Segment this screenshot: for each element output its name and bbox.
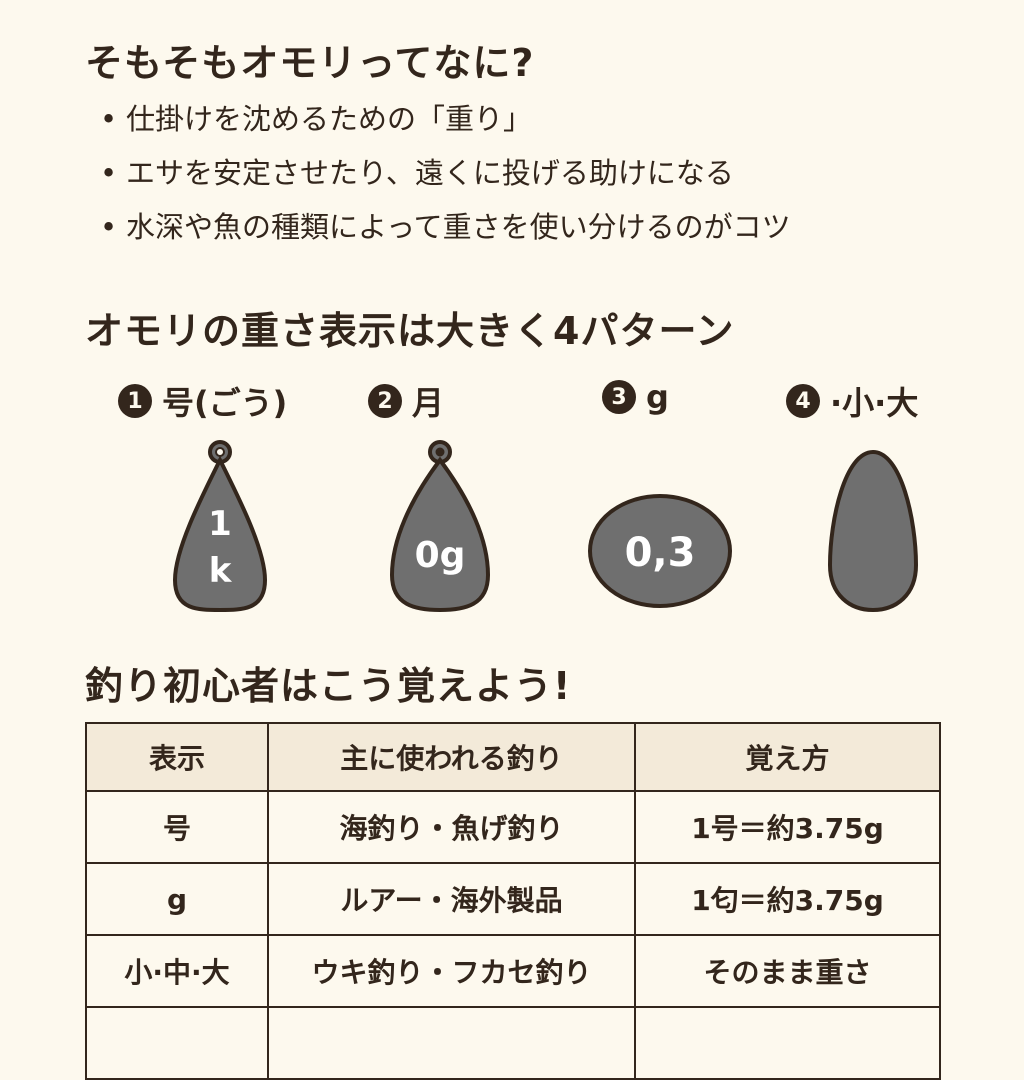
sinker-illustrations: 1 k 0g 0,3 bbox=[172, 440, 919, 613]
bullet-item: • 仕掛けを沈めるための「重り」 bbox=[100, 102, 533, 136]
sinker-2-text: 0g bbox=[415, 535, 466, 576]
table-cell: 1匂＝約3.75g bbox=[634, 862, 941, 936]
section2-title: オモリの重さ表示は大きく4パターン bbox=[85, 309, 735, 353]
table-row: 号 海釣り・魚げ釣り 1号＝約3.75g bbox=[85, 790, 941, 864]
sinker-1 bbox=[172, 440, 268, 613]
pattern-1-label: 1 号(ごう) bbox=[118, 378, 287, 424]
sinker-3 bbox=[588, 494, 732, 608]
sinker-3-text: 0,3 bbox=[625, 530, 696, 576]
section3-title: 釣り初心者はこう覚えよう! bbox=[85, 664, 572, 708]
header-cell: 覚え方 bbox=[634, 722, 941, 792]
table-cell: g bbox=[85, 862, 269, 936]
bullet-item: • エサを安定させたり、遠くに投げる助けになる bbox=[100, 156, 734, 190]
table-row: 小·中·大 ウキ釣り・フカセ釣り そのまま重さ bbox=[85, 934, 941, 1008]
table-cell: 小·中·大 bbox=[85, 934, 269, 1008]
sinker-1-text: 1 bbox=[208, 504, 232, 544]
table-cell bbox=[634, 1006, 941, 1080]
pattern-4-label: 4 ·小·大 bbox=[786, 378, 918, 424]
section1-title: そもそもオモリってなに? bbox=[85, 41, 535, 85]
table-cell: ウキ釣り・フカセ釣り bbox=[267, 934, 636, 1008]
table-cell: そのまま重さ bbox=[634, 934, 941, 1008]
table-row: g ルアー・海外製品 1匂＝約3.75g bbox=[85, 862, 941, 936]
table-cell bbox=[85, 1006, 269, 1080]
table-header-row: 表示 主に使われる釣り 覚え方 bbox=[85, 722, 941, 792]
header-cell: 主に使われる釣り bbox=[267, 722, 636, 792]
sinker-4 bbox=[827, 449, 919, 613]
table-cell: 号 bbox=[85, 790, 269, 864]
sinker-1-text: k bbox=[209, 551, 233, 591]
sinker-2 bbox=[389, 440, 491, 613]
header-cell: 表示 bbox=[85, 722, 269, 792]
table-cell bbox=[267, 1006, 636, 1080]
table-cell: 海釣り・魚げ釣り bbox=[267, 790, 636, 864]
bullet-item: • 水深や魚の種類によって重さを使い分けるのがコツ bbox=[100, 210, 791, 244]
table-row bbox=[85, 1006, 941, 1080]
table-cell: ルアー・海外製品 bbox=[267, 862, 636, 936]
weight-table: 表示 主に使われる釣り 覚え方 号 海釣り・魚げ釣り 1号＝約3.75g g ル… bbox=[85, 722, 941, 1080]
table-cell: 1号＝約3.75g bbox=[634, 790, 941, 864]
